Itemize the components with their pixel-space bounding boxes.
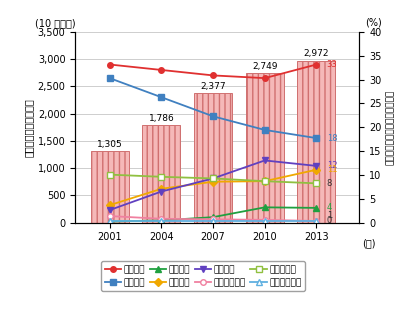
フランス企業: [159, 219, 164, 223]
台湾企業: [211, 176, 216, 180]
Bar: [143, 125, 180, 223]
中国企業: [159, 218, 164, 222]
中国企業: [262, 205, 267, 209]
Text: 2,749: 2,749: [252, 62, 278, 71]
台湾企業: [314, 164, 319, 168]
イギリス企業: [262, 218, 267, 222]
米国企業: [159, 68, 164, 72]
Text: 2,972: 2,972: [303, 49, 329, 59]
韓国企業: [159, 187, 164, 191]
韓国企業: [211, 180, 216, 183]
台湾企業: [262, 159, 267, 162]
Text: 8: 8: [327, 179, 332, 188]
Text: 4: 4: [327, 204, 332, 212]
Text: 1: 1: [327, 211, 332, 220]
Text: 1,305: 1,305: [97, 140, 122, 149]
Y-axis label: 各国企業の売上高が占める割合: 各国企業の売上高が占める割合: [386, 90, 395, 165]
Legend: 米国企業, 日本企業, 中国企業, 韓国企業, 台湾企業, イギリス企業, ドイツ企業, フランス企業: 米国企業, 日本企業, 中国企業, 韓国企業, 台湾企業, イギリス企業, ドイ…: [101, 261, 305, 291]
Line: イギリス企業: イギリス企業: [107, 213, 319, 224]
中国企業: [107, 220, 112, 224]
米国企業: [314, 63, 319, 66]
台湾企業: [107, 208, 112, 212]
日本企業: [314, 136, 319, 140]
日本企業: [211, 114, 216, 118]
日本企業: [159, 95, 164, 99]
Y-axis label: レイヤーの売上高合計: レイヤーの売上高合計: [23, 98, 33, 156]
Text: 1,786: 1,786: [148, 114, 174, 123]
台湾企業: [159, 190, 164, 193]
Text: 33: 33: [327, 60, 337, 69]
フランス企業: [211, 219, 216, 223]
Text: (%): (%): [365, 18, 382, 28]
日本企業: [107, 76, 112, 80]
Text: 2,377: 2,377: [200, 82, 226, 91]
Bar: [194, 93, 232, 223]
韓国企業: [314, 168, 319, 172]
中国企業: [314, 206, 319, 210]
Bar: [246, 73, 284, 223]
Line: ドイツ企業: ドイツ企業: [107, 172, 319, 186]
韓国企業: [262, 179, 267, 183]
Text: (年): (年): [362, 238, 376, 248]
Line: 韓国企業: 韓国企業: [107, 167, 319, 208]
Bar: [91, 151, 129, 223]
ドイツ企業: [314, 182, 319, 185]
Line: 日本企業: 日本企業: [107, 75, 319, 141]
ドイツ企業: [159, 175, 164, 179]
中国企業: [211, 215, 216, 219]
米国企業: [262, 76, 267, 80]
フランス企業: [314, 219, 319, 223]
フランス企業: [107, 219, 112, 223]
Text: 18: 18: [327, 134, 337, 142]
フランス企業: [262, 219, 267, 223]
ドイツ企業: [262, 179, 267, 183]
イギリス企業: [314, 219, 319, 223]
Line: 中国企業: 中国企業: [107, 204, 319, 224]
ドイツ企業: [107, 173, 112, 176]
Line: フランス企業: フランス企業: [107, 218, 319, 224]
日本企業: [262, 128, 267, 132]
Text: 11: 11: [327, 165, 337, 174]
イギリス企業: [107, 214, 112, 218]
Line: 米国企業: 米国企業: [107, 62, 319, 81]
Text: (10 億ドル): (10 億ドル): [36, 18, 76, 28]
Line: 台湾企業: 台湾企業: [107, 158, 319, 213]
Text: 0: 0: [327, 217, 332, 225]
米国企業: [211, 73, 216, 77]
ドイツ企業: [211, 176, 216, 180]
米国企業: [107, 63, 112, 66]
Bar: [298, 61, 335, 223]
Text: 12: 12: [327, 162, 337, 170]
イギリス企業: [211, 218, 216, 221]
イギリス企業: [159, 217, 164, 221]
韓国企業: [107, 203, 112, 207]
